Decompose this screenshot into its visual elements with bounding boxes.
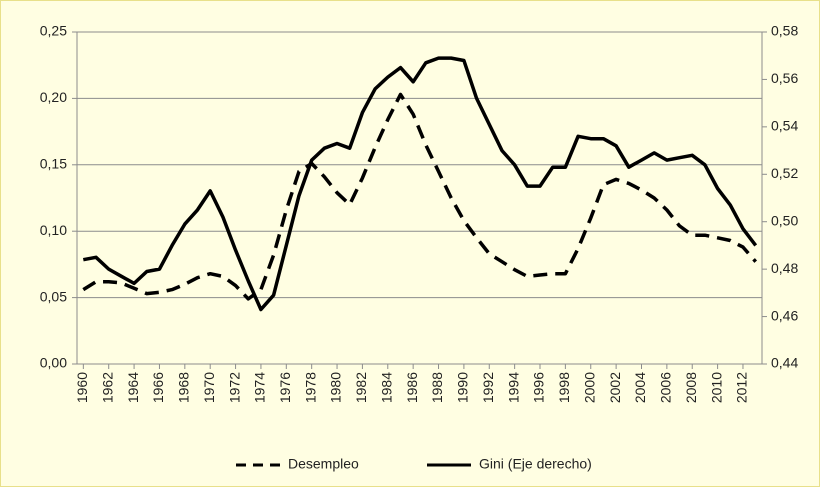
x-tick-label: 1996: [531, 372, 547, 403]
x-tick-label: 2004: [632, 372, 648, 403]
legend-label: Desempleo: [288, 456, 359, 472]
series-line: [82, 92, 758, 301]
series-line: [82, 56, 758, 312]
y2-tick-label: 0,54: [771, 118, 798, 134]
y-tick-label: 0,15: [40, 156, 67, 172]
x-tick-label: 1968: [176, 372, 192, 403]
x-tick-label: 1966: [150, 372, 166, 403]
x-tick-label: 1998: [556, 372, 572, 403]
x-tick-label: 1988: [429, 372, 445, 403]
y-tick-label: 0,20: [40, 89, 67, 105]
y-tick-label: 0,00: [40, 355, 67, 371]
y2-tick-label: 0,44: [771, 355, 798, 371]
x-tick-label: 2002: [607, 372, 623, 403]
x-tick-label: 1970: [201, 372, 217, 403]
y-tick-label: 0,05: [40, 288, 67, 304]
x-tick-label: 1972: [226, 372, 242, 403]
x-tick-label: 2008: [683, 372, 699, 403]
y2-tick-label: 0,58: [771, 23, 798, 39]
x-tick-label: 1984: [378, 372, 394, 403]
x-tick-label: 1964: [125, 372, 141, 403]
x-tick-label: 1986: [404, 372, 420, 403]
x-tick-label: 1992: [480, 372, 496, 403]
x-tick-label: 1962: [99, 372, 115, 403]
x-tick-label: 1994: [505, 372, 521, 403]
x-tick-label: 1976: [277, 372, 293, 403]
x-tick-label: 1980: [328, 372, 344, 403]
x-tick-label: 2000: [581, 372, 597, 403]
y-tick-label: 0,10: [40, 222, 67, 238]
x-tick-label: 2006: [658, 372, 674, 403]
x-tick-label: 1974: [252, 372, 268, 403]
y2-tick-label: 0,52: [771, 165, 798, 181]
x-tick-label: 1982: [353, 372, 369, 403]
x-tick-label: 1990: [455, 372, 471, 403]
x-tick-label: 1978: [302, 372, 318, 403]
y2-tick-label: 0,50: [771, 212, 798, 228]
x-tick-label: 1960: [74, 372, 90, 403]
y-tick-label: 0,25: [40, 23, 67, 39]
x-tick-label: 2012: [734, 372, 750, 403]
y2-tick-label: 0,48: [771, 260, 798, 276]
y2-tick-label: 0,46: [771, 307, 798, 323]
legend-label: Gini (Eje derecho): [479, 456, 592, 472]
y2-tick-label: 0,56: [771, 70, 798, 86]
x-tick-label: 2010: [708, 372, 724, 403]
